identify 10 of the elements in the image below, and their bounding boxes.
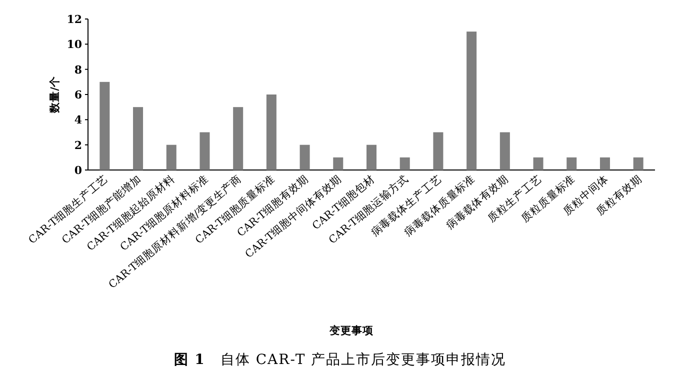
y-tick-label: 10 — [66, 38, 82, 52]
y-tick-label: 0 — [74, 164, 82, 177]
x-axis-title: 变更事项 — [328, 324, 374, 337]
y-tick-label: 8 — [74, 63, 82, 76]
y-axis-title: 数量/个 — [48, 75, 61, 114]
y-tick-label: 12 — [66, 13, 82, 26]
y-tick-label: 4 — [74, 114, 82, 127]
text: 图 1 自体 CAR-T 产品上市后变更事项申报情况 — [174, 352, 506, 368]
y-tick-label: 6 — [74, 88, 82, 102]
y-tick-label: 2 — [74, 138, 82, 152]
